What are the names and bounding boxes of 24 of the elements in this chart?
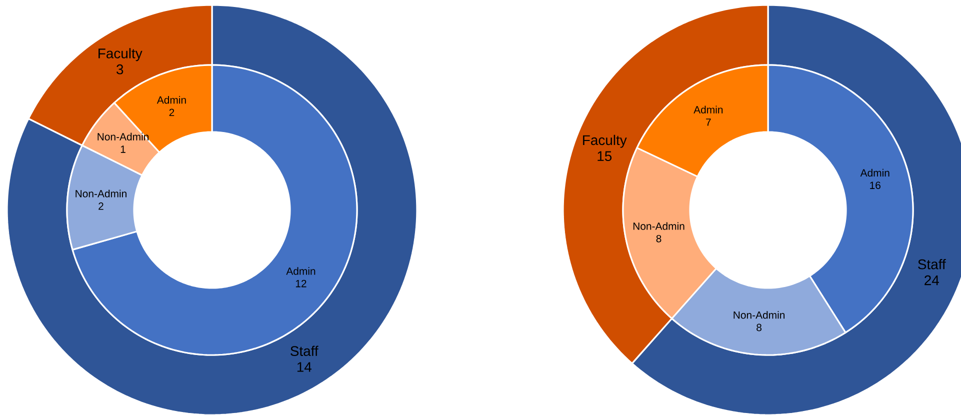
data-label: 8: [756, 324, 762, 332]
data-label: 24: [924, 275, 939, 286]
slice-label: Faculty: [98, 48, 142, 62]
data-label: 16: [870, 182, 880, 190]
data-label: 15: [598, 151, 612, 162]
slice-label: Admin: [156, 96, 186, 104]
slice-label: Admin: [860, 168, 890, 177]
slice-label: Non-Admin: [76, 190, 126, 198]
slice-label: Non-Admin: [98, 132, 148, 140]
data-label: 3: [116, 64, 124, 74]
data-label: 14: [297, 362, 312, 372]
data-label: 7: [706, 118, 711, 126]
data-label: 2: [169, 108, 174, 116]
slice-label: Admin: [694, 106, 723, 114]
slice-label: Admin: [286, 267, 316, 275]
data-label: 2: [98, 202, 104, 210]
slice-label: Faculty: [583, 134, 627, 148]
slice-label: Non-Admin: [734, 311, 785, 319]
slice-label: Staff: [290, 346, 318, 356]
slice-label: Non-Admin: [633, 222, 684, 230]
data-label: 1: [120, 146, 126, 153]
data-label: 12: [296, 280, 306, 288]
data-label: 8: [656, 234, 662, 242]
slice-label: Staff: [918, 259, 946, 270]
